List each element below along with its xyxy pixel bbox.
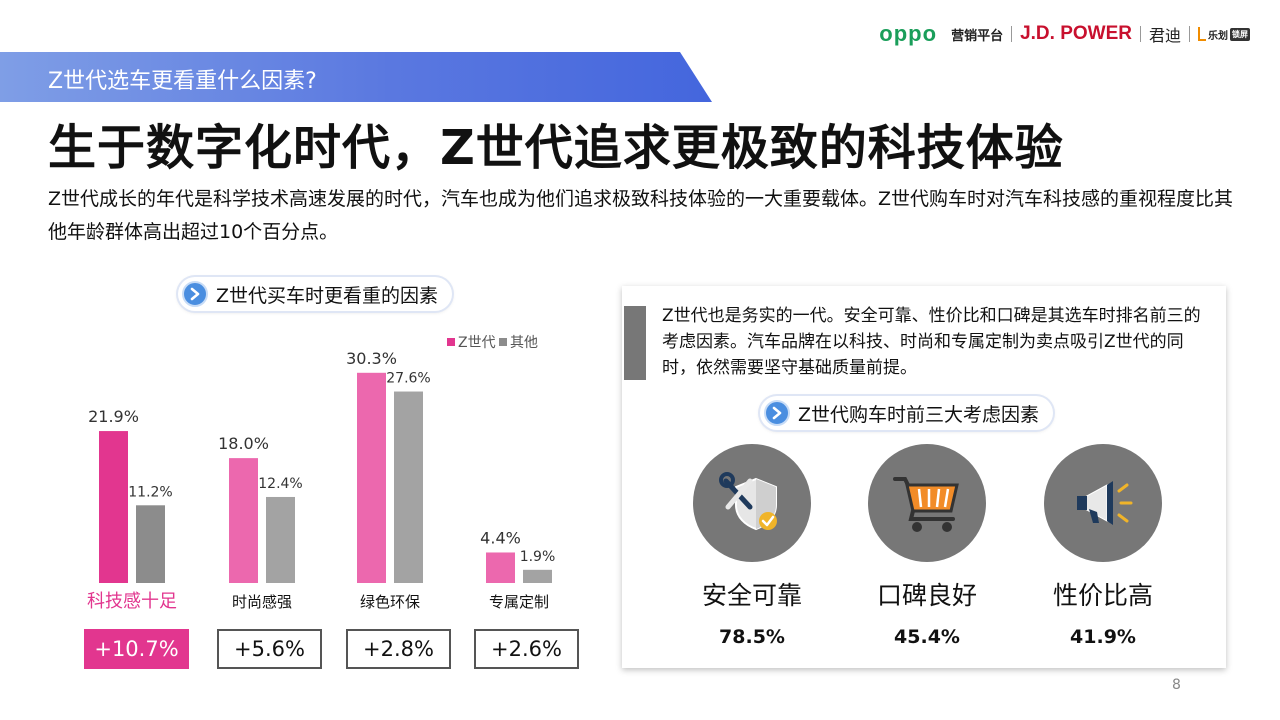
difference-box: +2.6% (474, 629, 579, 669)
marketing-platform-label: 营销平台 (951, 28, 1004, 44)
lehua-logo: 乐划 锁屏 (1198, 27, 1250, 42)
factor-value: 78.5% (719, 626, 785, 648)
factor-value: 41.9% (1070, 626, 1136, 648)
data-label: 21.9% (88, 407, 139, 426)
legend-swatch (499, 338, 507, 346)
megaphone-icon (1044, 444, 1162, 562)
top-factors-panel: Z世代也是务实的一代。安全可靠、性价比和口碑是其选车时排名前三的考虑因素。汽车品… (622, 286, 1226, 668)
panel-description: Z世代也是务实的一代。安全可靠、性价比和口碑是其选车时排名前三的考虑因素。汽车品… (662, 306, 1201, 378)
bar-others (266, 496, 295, 583)
data-label: 1.9% (520, 549, 556, 565)
logo-divider (1189, 26, 1190, 42)
factor-label: 口碑良好 (876, 581, 977, 610)
factor-value: 45.4% (894, 626, 960, 648)
data-label: 12.4% (258, 476, 302, 492)
section-tag: Z世代选车更看重什么因素? (48, 69, 317, 94)
category-label: 时尚感强 (232, 593, 292, 611)
lehua-label: 乐划 (1208, 30, 1228, 42)
bar-chart: 21.9% 11.2% 科技感十足 18.0% 12.4% 时尚感强 30.3% 27.6% 绿… (87, 335, 556, 612)
panel-heading: Z世代购车时前三大考虑因素 (798, 403, 1040, 426)
data-label: 11.2% (128, 484, 172, 500)
legend-swatch (447, 338, 455, 346)
factor-label: 安全可靠 (701, 581, 802, 610)
page-number: 8 (1172, 677, 1181, 693)
partner-logos: oppo 营销平台 J.D. POWER 君迪 乐划 锁屏 (879, 20, 1250, 48)
bar-z-gen (357, 372, 386, 583)
accent-bar (624, 306, 646, 380)
panel-heading-pill: Z世代购车时前三大考虑因素 (760, 396, 1054, 430)
bar-others (523, 569, 552, 583)
bar-z-gen (99, 431, 128, 583)
factor-label: 性价比高 (1052, 581, 1153, 610)
section-banner: Z世代选车更看重什么因素? (0, 52, 712, 102)
lehua-mark-icon (1198, 27, 1206, 41)
legend-label: 其他 (510, 335, 538, 351)
category-label: 专属定制 (489, 593, 549, 611)
oppo-logo: oppo (879, 21, 938, 46)
data-label: 4.4% (480, 528, 521, 547)
logo-divider (1139, 26, 1141, 42)
factor-value-for-money: 性价比高 41.9% (1033, 444, 1173, 648)
category-label: 绿色环保 (360, 593, 420, 611)
legend-label: Z世代 (458, 335, 496, 351)
factor-reputation: 口碑良好 45.4% (857, 444, 997, 648)
chevron-right-icon (182, 281, 208, 307)
difference-box: +2.8% (346, 629, 451, 669)
factor-safety: 安全可靠 78.5% (682, 444, 822, 648)
bar-others (136, 505, 165, 583)
chevron-right-icon (764, 400, 790, 426)
bar-z-gen (229, 458, 258, 583)
logo-divider (1011, 26, 1013, 42)
junde-logo: 君迪 (1148, 26, 1181, 45)
data-label: 27.6% (386, 371, 430, 387)
difference-box: +5.6% (217, 629, 322, 669)
shopping-cart-icon (868, 444, 986, 562)
bar-others (394, 391, 423, 583)
intro-paragraph: Z世代成长的年代是科学技术高速发展的时代，汽车也成为他们追求极致科技体验的一大重… (48, 188, 1234, 243)
chart-heading: Z世代买车时更看重的因素 (216, 284, 439, 307)
chart-heading-pill: Z世代买车时更看重的因素 (178, 277, 453, 311)
category-label: 科技感十足 (87, 591, 177, 612)
data-label: 30.3% (346, 349, 397, 368)
lehua-badge: 锁屏 (1230, 27, 1250, 41)
shield-tools-icon (693, 444, 811, 562)
bar-z-gen (486, 552, 515, 583)
data-label: 18.0% (218, 434, 269, 453)
jdpower-logo: J.D. POWER (1020, 23, 1132, 44)
page-title: 生于数字化时代，Z世代追求更极致的科技体验 (48, 120, 1064, 176)
difference-box: +10.7% (84, 629, 189, 669)
